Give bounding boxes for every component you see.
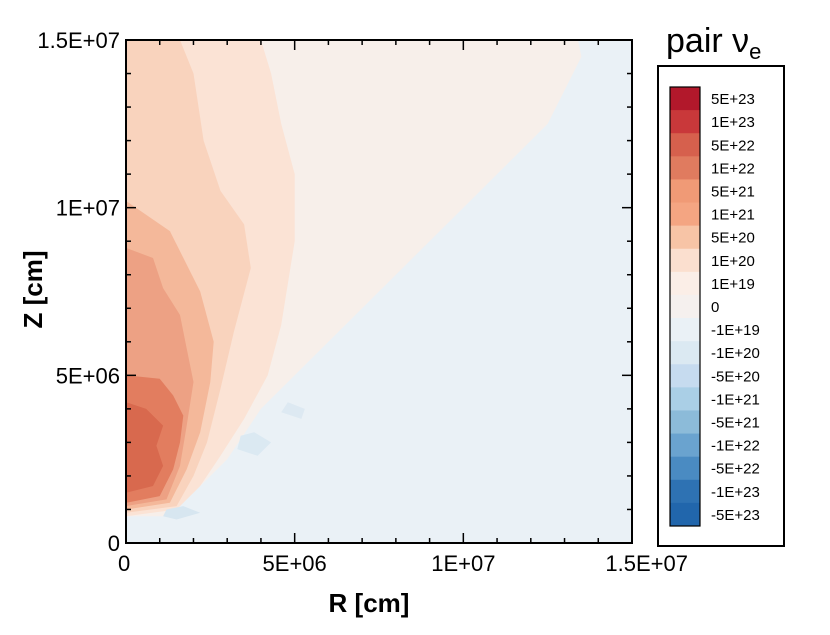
colorbar-swatch xyxy=(670,294,700,319)
colorbar-swatch xyxy=(670,110,700,134)
y-tick-label: 0 xyxy=(108,531,120,556)
colorbar-title: pair νe xyxy=(666,22,761,64)
plot-frame xyxy=(125,39,633,544)
x-tick-label: 0 xyxy=(118,551,130,576)
colorbar-swatch xyxy=(670,318,700,342)
contour-negative-patch xyxy=(163,506,201,520)
colorbar-label: -5E+23 xyxy=(711,507,760,524)
colorbar-label: -5E+22 xyxy=(711,461,760,478)
colorbar-label: 1E+22 xyxy=(711,160,755,177)
x-tick-label: 1E+07 xyxy=(431,551,495,576)
colorbar-border xyxy=(669,86,701,527)
colorbar-label: -1E+20 xyxy=(711,345,760,362)
colorbar-label: 5E+20 xyxy=(711,230,755,247)
colorbar-label: 1E+19 xyxy=(711,276,755,293)
y-axis-title: Z [cm] xyxy=(18,251,48,329)
colorbar-label: -1E+22 xyxy=(711,438,760,455)
colorbar: pair νe 5E+23 1E+23 5E+22 1E+22 5E+21 1E+21 5E+… xyxy=(657,22,785,547)
colorbar-swatch xyxy=(670,456,700,481)
colorbar-label: 1E+23 xyxy=(711,114,755,131)
colorbar-label: 0 xyxy=(711,299,719,316)
colorbar-swatch xyxy=(670,133,700,157)
colorbar-label: -1E+21 xyxy=(711,391,760,408)
x-tick-label: 1.5E+07 xyxy=(605,551,688,576)
colorbar-label: 5E+22 xyxy=(711,137,755,154)
colorbar-swatch xyxy=(670,410,700,435)
colorbar-label: -5E+21 xyxy=(711,415,760,432)
colorbar-label: -1E+23 xyxy=(711,484,760,501)
colorbar-label: 5E+21 xyxy=(711,183,755,200)
y-tick-label: 1.5E+07 xyxy=(37,28,120,53)
contour-negative-patch xyxy=(281,402,305,419)
colorbar-swatch xyxy=(670,433,700,458)
contour-negative-patch xyxy=(237,432,272,456)
colorbar-label: -1E+19 xyxy=(711,322,760,339)
colorbar-label: 1E+20 xyxy=(711,253,755,270)
axes: 0 5E+06 1E+07 1.5E+07 0 5E+06 1E+07 1.5E+07 R [c… xyxy=(18,28,688,618)
colorbar-swatch xyxy=(670,87,700,111)
plot-area xyxy=(126,40,632,543)
colorbar-label: 1E+21 xyxy=(711,207,755,224)
colorbar-swatch xyxy=(670,364,700,388)
colorbar-swatch xyxy=(670,341,700,365)
colorbar-swatch xyxy=(670,479,700,504)
x-tick-label: 5E+06 xyxy=(263,551,327,576)
x-axis-title: R [cm] xyxy=(329,588,410,618)
colorbar-swatch xyxy=(670,156,700,180)
colorbar-swatch xyxy=(670,225,700,250)
colorbar-swatch xyxy=(670,502,700,527)
y-tick-label: 1E+07 xyxy=(56,196,120,221)
y-tick-label: 5E+06 xyxy=(56,363,120,388)
colorbar-label: 5E+23 xyxy=(711,91,755,108)
colorbar-swatch xyxy=(670,248,700,273)
colorbar-label: -5E+20 xyxy=(711,368,760,385)
colorbar-swatch xyxy=(670,387,700,411)
colorbar-swatch xyxy=(670,271,700,296)
colorbar-swatch xyxy=(670,179,700,204)
colorbar-swatch xyxy=(670,202,700,227)
contour-region xyxy=(126,402,164,493)
